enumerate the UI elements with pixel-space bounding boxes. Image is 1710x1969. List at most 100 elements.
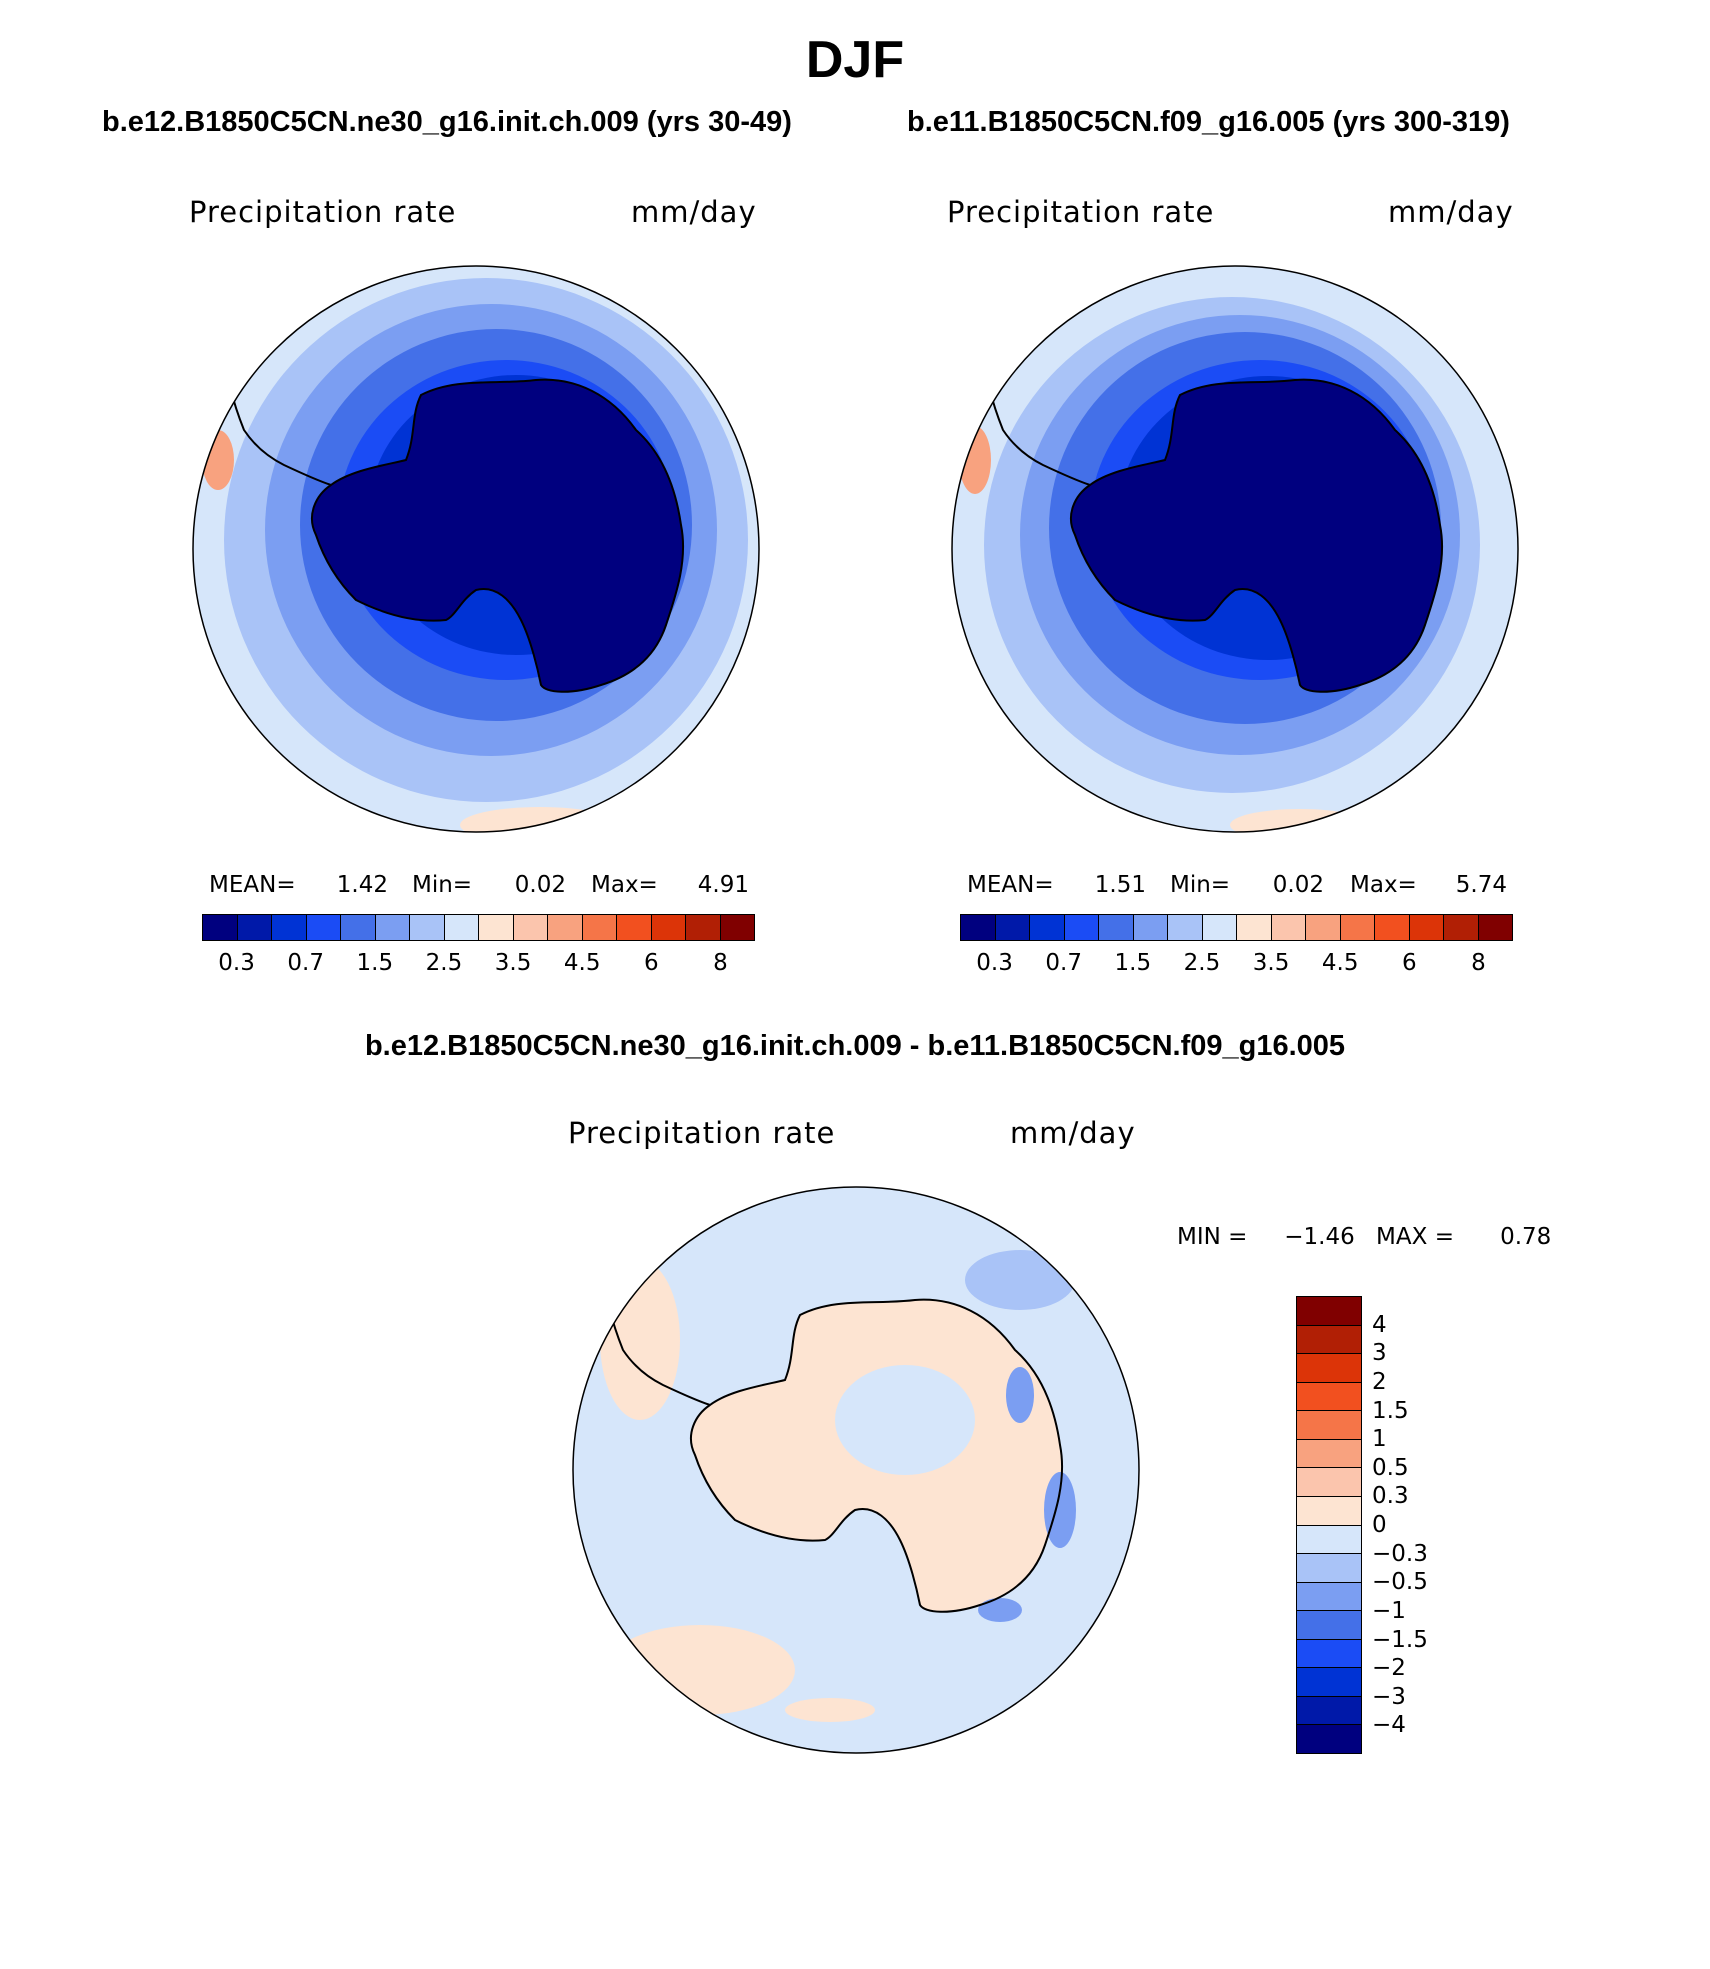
left-colorbar-swatch <box>719 915 754 940</box>
right-case-title: b.e11.B1850C5CN.f09_g16.005 (yrs 300-319… <box>907 106 1510 138</box>
left-map-border <box>192 265 760 833</box>
left-colorbar-swatch <box>236 915 271 940</box>
diff-colorbar-tick-label: −4 <box>1372 1712 1406 1739</box>
left-colorbar-tick-label: 2.5 <box>425 950 463 976</box>
right-min-label: Min= <box>1170 872 1231 898</box>
left-mean-label: MEAN= <box>209 872 296 898</box>
left-colorbar-swatch <box>340 915 375 940</box>
diff-colorbar-tick-label: −3 <box>1372 1683 1406 1710</box>
left-max-value: 4.91 <box>697 872 749 898</box>
diff-colorbar-tick-label: −0.3 <box>1372 1540 1428 1567</box>
diff-colorbar-swatch <box>1297 1581 1361 1611</box>
left-colorbar-tick-label: 4.5 <box>563 950 601 976</box>
figure-title: DJF <box>805 31 905 89</box>
diff-colorbar-swatch <box>1297 1467 1361 1496</box>
left-colorbar-swatch <box>203 915 237 940</box>
diff-colorbar-tick-label: −0.5 <box>1372 1569 1428 1596</box>
left-units-label: mm/day <box>631 195 757 229</box>
right-colorbar-swatch <box>1270 915 1305 940</box>
diff-units-label: mm/day <box>1010 1116 1136 1150</box>
left-colorbar-swatch <box>650 915 685 940</box>
right-colorbar-swatch <box>1132 915 1167 940</box>
right-colorbar-tick-label: 0.3 <box>976 950 1013 976</box>
diff-variable-label: Precipitation rate <box>568 1116 836 1150</box>
left-colorbar-tick-label: 0.3 <box>218 950 255 976</box>
right-colorbar-tick-label: 8 <box>1471 950 1486 976</box>
diff-max-value: 0.78 <box>1500 1224 1552 1250</box>
diff-colorbar-swatch <box>1297 1324 1361 1354</box>
right-units-label: mm/day <box>1388 195 1514 229</box>
left-map <box>193 266 759 832</box>
left-colorbar-tick-label: 1.5 <box>356 950 394 976</box>
left-colorbar-swatch <box>581 915 616 940</box>
left-stats: MEAN= 1.42 Min= 0.02 Max= 4.91 <box>0 872 1710 902</box>
left-colorbar-swatch <box>478 915 513 940</box>
diff-colorbar-swatch <box>1297 1724 1361 1753</box>
right-variable-label: Precipitation rate <box>947 195 1215 229</box>
diff-map <box>573 1187 1139 1753</box>
diff-colorbar-tick-label: −1 <box>1372 1597 1406 1624</box>
left-colorbar-tick-label: 3.5 <box>494 950 532 976</box>
diff-colorbar-swatch <box>1297 1410 1361 1439</box>
diff-colorbar-tick-label: 2 <box>1372 1368 1387 1395</box>
right-colorbar-swatch <box>1063 915 1098 940</box>
diff-colorbar-swatch <box>1297 1353 1361 1382</box>
diff-colorbar-tick-label: 3 <box>1372 1340 1387 1367</box>
right-colorbar-swatch <box>1167 915 1202 940</box>
right-colorbar-swatch <box>1339 915 1374 940</box>
right-colorbar-swatch <box>1408 915 1443 940</box>
right-colorbar-tick-label: 2.5 <box>1183 950 1221 976</box>
diff-case-title: b.e12.B1850C5CN.ne30_g16.init.ch.009 - b… <box>364 1030 1346 1062</box>
left-colorbar-swatch <box>616 915 651 940</box>
right-colorbar-swatch <box>1443 915 1478 940</box>
left-colorbar-tick-label: 6 <box>643 950 659 976</box>
right-colorbar-tick-label: 0.7 <box>1045 950 1082 976</box>
diff-colorbar-swatch <box>1297 1695 1361 1725</box>
left-colorbar-swatch <box>547 915 582 940</box>
left-colorbar-swatch <box>512 915 547 940</box>
diff-colorbar-swatch <box>1297 1495 1361 1525</box>
diff-colorbar-swatch <box>1297 1667 1361 1696</box>
right-colorbar <box>960 914 1513 941</box>
left-colorbar-swatch <box>374 915 409 940</box>
diff-colorbar-tick-label: 1 <box>1372 1426 1387 1453</box>
right-max-value: 5.74 <box>1455 872 1507 898</box>
right-min-value: 0.02 <box>1272 872 1324 898</box>
right-colorbar-swatch <box>1477 915 1512 940</box>
diff-stats: MIN = −1.46 MAX = 0.78 <box>1177 1224 1551 1250</box>
right-mean-label: MEAN= <box>967 872 1054 898</box>
diff-colorbar-tick-label: 4 <box>1372 1311 1387 1338</box>
right-colorbar-swatch <box>1374 915 1409 940</box>
right-colorbar-tick-label: 1.5 <box>1114 950 1152 976</box>
diff-colorbar-swatch <box>1297 1297 1361 1325</box>
left-mean-value: 1.42 <box>336 872 388 898</box>
diff-colorbar-tick-label: 1.5 <box>1372 1397 1409 1424</box>
right-colorbar-ticks: 0.3 0.7 1.5 2.5 3.5 4.5 6 8 <box>960 950 1513 980</box>
right-colorbar-swatch <box>1201 915 1236 940</box>
right-colorbar-swatch <box>994 915 1029 940</box>
right-stats: MEAN= 1.51 Min= 0.02 Max= 5.74 <box>0 872 1710 902</box>
left-max-label: Max= <box>591 872 658 898</box>
diff-map-border <box>572 1186 1140 1754</box>
left-colorbar-tick-label: 0.7 <box>287 950 324 976</box>
left-colorbar-swatch <box>443 915 478 940</box>
right-colorbar-swatch <box>1305 915 1340 940</box>
diff-colorbar-tick-label: 0 <box>1372 1512 1387 1538</box>
right-map-border <box>951 265 1519 833</box>
diff-max-label: MAX = <box>1376 1224 1454 1250</box>
right-colorbar-swatch <box>961 915 995 940</box>
diff-colorbar-tick-label: −2 <box>1372 1655 1406 1682</box>
diff-colorbar-swatch <box>1297 1524 1361 1554</box>
right-map <box>952 266 1518 832</box>
left-colorbar <box>202 914 755 941</box>
diff-min-label: MIN = <box>1177 1224 1248 1250</box>
right-colorbar-swatch <box>1029 915 1064 940</box>
left-colorbar-tick-label: 8 <box>713 950 728 976</box>
diff-min-value: −1.46 <box>1284 1224 1355 1250</box>
left-case-title: b.e12.B1850C5CN.ne30_g16.init.ch.009 (yr… <box>102 106 792 138</box>
left-colorbar-swatch <box>305 915 340 940</box>
left-colorbar-ticks: 0.3 0.7 1.5 2.5 3.5 4.5 6 8 <box>202 950 755 980</box>
right-colorbar-tick-label: 3.5 <box>1252 950 1290 976</box>
right-colorbar-swatch <box>1236 915 1271 940</box>
